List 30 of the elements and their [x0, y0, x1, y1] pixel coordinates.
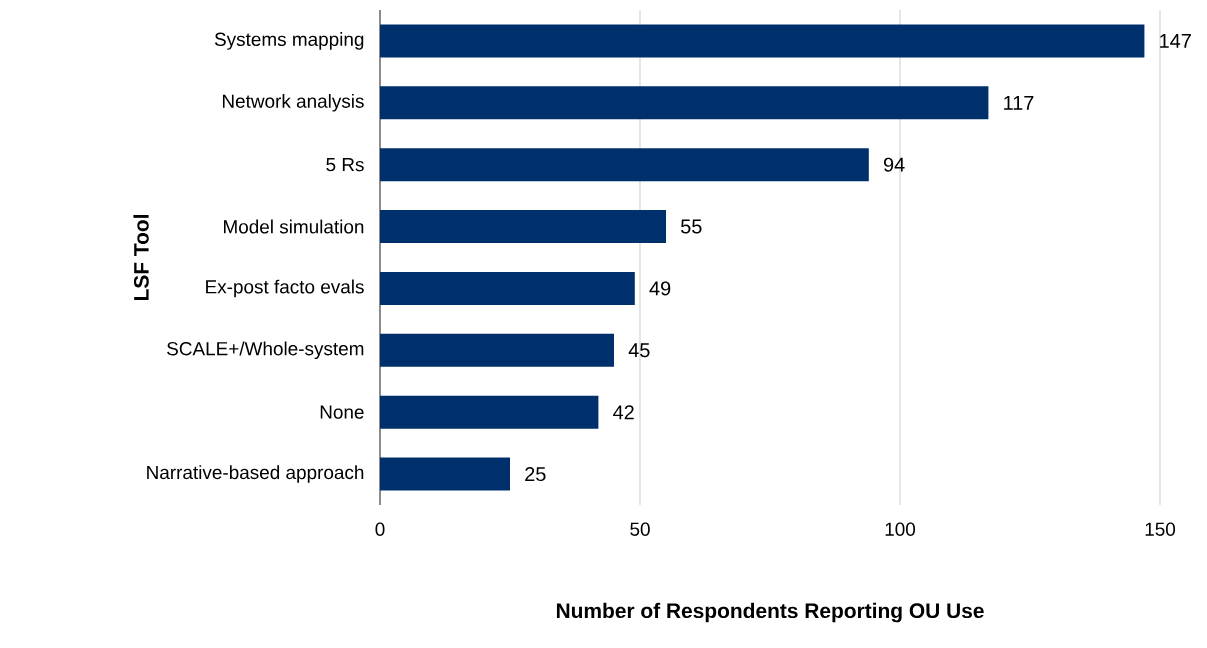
bar: [380, 333, 615, 367]
x-tick-label: 50: [630, 522, 650, 536]
data-label: 55: [681, 219, 702, 234]
y-tick-label: 5 Rs: [326, 158, 364, 172]
x-tick-label: 0: [375, 522, 385, 536]
bar: [380, 24, 1145, 58]
data-label: 49: [649, 281, 671, 296]
bar: [380, 86, 989, 120]
y-tick-label: None: [320, 405, 364, 419]
bar: [380, 210, 667, 244]
x-tick-label: 100: [885, 522, 916, 536]
data-label: 42: [613, 405, 634, 420]
data-label: 45: [628, 343, 650, 358]
y-axis-title: LSF Tool: [133, 214, 149, 301]
bar: [380, 457, 511, 491]
y-tick-label: Network analysis: [222, 93, 364, 112]
bar: [380, 271, 635, 305]
y-tick-label: SCALE+/Whole-system: [167, 341, 364, 360]
data-label: 117: [1004, 95, 1034, 110]
data-label: 25: [525, 467, 546, 482]
y-tick-label: Narrative-based approach: [147, 465, 364, 483]
data-label: 94: [883, 157, 905, 172]
y-tick-label: Systems mapping: [214, 32, 364, 50]
x-tick-label: 150: [1145, 522, 1176, 536]
y-tick-label: Model simulation: [224, 219, 364, 234]
data-label: 147: [1160, 34, 1191, 48]
bar: [380, 395, 599, 429]
bar: [380, 148, 869, 182]
y-tick-label: Ex-post facto evals: [206, 279, 364, 298]
x-axis-title: Number of Respondents Reporting OU Use: [556, 602, 984, 623]
